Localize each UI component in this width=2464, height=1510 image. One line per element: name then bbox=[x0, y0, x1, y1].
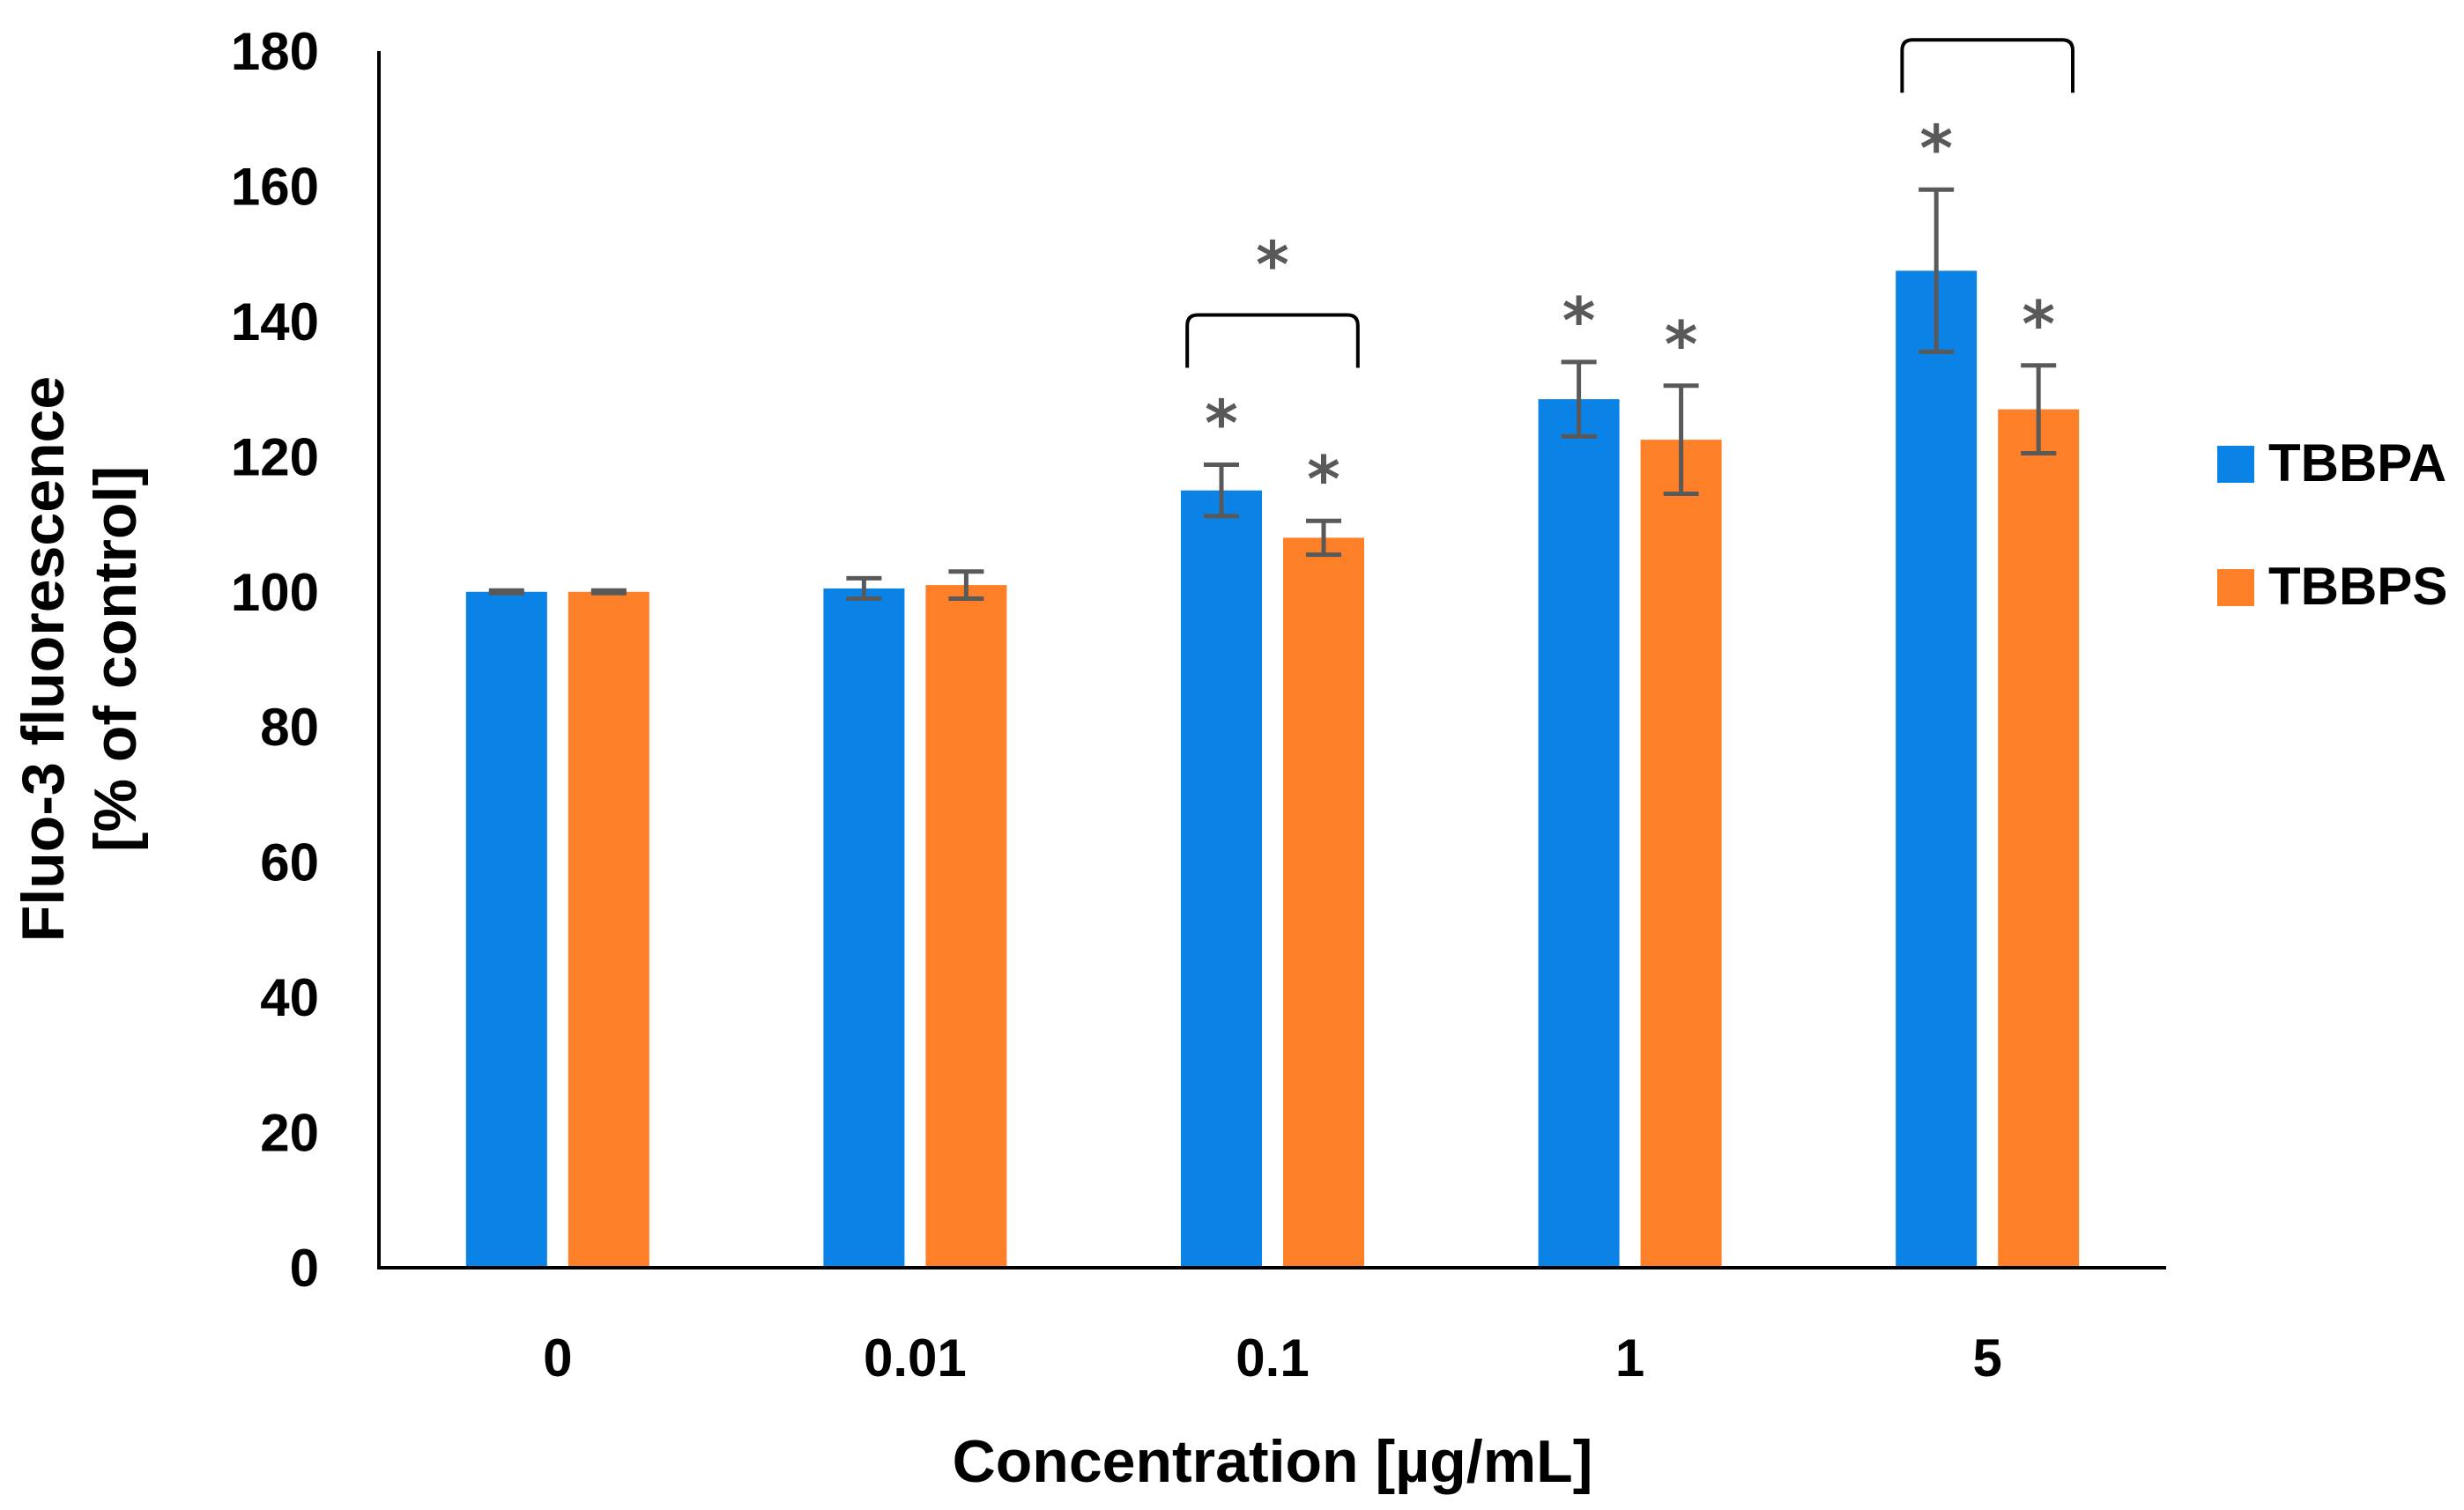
comparison-bracket bbox=[1185, 313, 1360, 368]
legend: TBBPA TBBPS bbox=[2217, 433, 2447, 616]
legend-swatch-tbbpa bbox=[2217, 446, 2254, 483]
bar-tbbps bbox=[568, 591, 649, 1268]
x-axis-title: Concentration [µg/mL] bbox=[953, 1428, 1593, 1495]
y-tick-label: 160 bbox=[231, 157, 319, 216]
y-tick-label: 80 bbox=[260, 698, 319, 757]
significance-layer: * * * * * * bbox=[1205, 111, 2055, 516]
y-tick-label: 180 bbox=[231, 22, 319, 81]
bar-tbbps bbox=[925, 585, 1007, 1268]
y-tick-label: 100 bbox=[231, 563, 319, 622]
comparison-brackets-layer: ** bbox=[1185, 0, 2074, 368]
comparison-significance-marker: * bbox=[1970, 0, 2004, 26]
y-tick-label: 0 bbox=[290, 1239, 319, 1298]
y-axis-title-line: Fluo-3 fluorescence bbox=[10, 376, 77, 942]
bar-tbbps bbox=[1998, 409, 2080, 1268]
significance-marker: * bbox=[2022, 287, 2055, 361]
y-axis-title-line: [% of control] bbox=[82, 466, 149, 852]
significance-marker: * bbox=[1665, 307, 1698, 381]
bar-tbbpa bbox=[1538, 399, 1620, 1268]
comparison-bracket bbox=[1900, 38, 2074, 93]
bar-tbbps bbox=[1640, 440, 1722, 1268]
bar-tbbps bbox=[1283, 537, 1364, 1268]
y-tick-label: 60 bbox=[260, 833, 319, 892]
y-tick-label: 20 bbox=[260, 1104, 319, 1163]
y-tick-label: 40 bbox=[260, 968, 319, 1027]
y-tick-label: 140 bbox=[231, 292, 319, 352]
y-axis-title: Fluo-3 fluorescence[% of control] bbox=[10, 376, 149, 942]
significance-marker: * bbox=[1919, 111, 1953, 185]
y-axis-ticks: 0 20 40 60 80 100 120 140 160 180 bbox=[231, 22, 319, 1298]
bar-tbbpa bbox=[1181, 490, 1262, 1268]
bar-tbbpa bbox=[823, 588, 905, 1268]
x-tick-label: 0 bbox=[543, 1329, 572, 1388]
x-tick-label: 0.1 bbox=[1236, 1329, 1309, 1388]
bar-tbbpa bbox=[465, 591, 547, 1268]
y-tick-label: 120 bbox=[231, 427, 319, 486]
bars-layer bbox=[465, 270, 2080, 1269]
error-bars-layer bbox=[488, 187, 2057, 601]
x-tick-label: 1 bbox=[1615, 1329, 1644, 1388]
significance-marker: * bbox=[1562, 284, 1596, 358]
x-tick-label: 5 bbox=[1973, 1329, 2002, 1388]
x-tick-label: 0.01 bbox=[864, 1329, 967, 1388]
comparison-significance-marker: * bbox=[1256, 228, 1289, 302]
bar-tbbpa bbox=[1896, 270, 1978, 1269]
legend-label-tbbps: TBBPS bbox=[2268, 557, 2447, 616]
x-axis-tick-labels: 0 0.01 0.1 1 5 bbox=[543, 1329, 2002, 1388]
significance-marker: * bbox=[1205, 387, 1238, 461]
significance-marker: * bbox=[1307, 442, 1340, 516]
legend-label-tbbpa: TBBPA bbox=[2268, 433, 2446, 492]
legend-swatch-tbbps bbox=[2217, 569, 2254, 606]
